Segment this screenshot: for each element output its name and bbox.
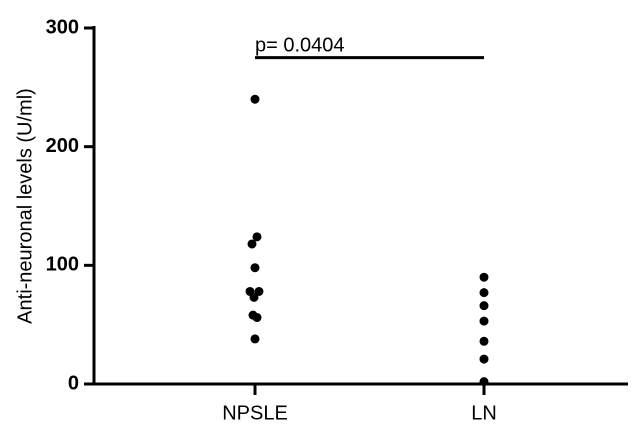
data-point-npsle bbox=[250, 334, 260, 344]
y-tick-label: 200 bbox=[46, 135, 79, 157]
data-point-ln bbox=[479, 377, 489, 387]
data-point-ln bbox=[479, 316, 489, 326]
y-tick-label: 100 bbox=[46, 254, 79, 276]
x-ticks: NPSLE LN bbox=[222, 384, 497, 424]
y-ticks: 0 100 200 300 bbox=[46, 16, 94, 394]
data-point-ln bbox=[479, 272, 489, 282]
x-category-label: NPSLE bbox=[222, 402, 288, 424]
x-category-label: LN bbox=[471, 402, 497, 424]
y-tick-label: 300 bbox=[46, 16, 79, 38]
data-point-npsle bbox=[252, 313, 262, 323]
data-point-ln bbox=[479, 336, 489, 346]
data-point-npsle bbox=[254, 286, 264, 296]
y-axis-label: Anti-neuronal levels (U/ml) bbox=[14, 88, 36, 324]
data-point-ln bbox=[479, 288, 489, 298]
data-points bbox=[245, 94, 489, 387]
data-point-npsle bbox=[252, 232, 262, 242]
p-value-label: p= 0.0404 bbox=[255, 35, 345, 57]
data-point-npsle bbox=[250, 263, 260, 273]
data-point-npsle bbox=[250, 94, 260, 104]
data-point-npsle bbox=[247, 239, 257, 249]
data-point-npsle bbox=[249, 292, 259, 302]
significance-annotation: p= 0.0404 bbox=[255, 35, 484, 60]
data-point-ln bbox=[479, 354, 489, 364]
data-point-ln bbox=[479, 301, 489, 311]
y-tick-label: 0 bbox=[68, 372, 79, 394]
